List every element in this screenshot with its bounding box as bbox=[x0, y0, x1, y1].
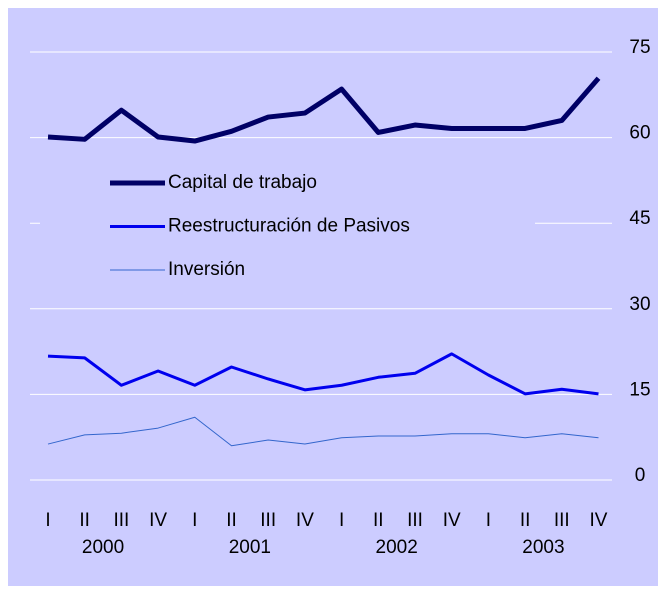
y-tick-label: 45 bbox=[629, 208, 650, 229]
legend-label: Reestructuración de Pasivos bbox=[168, 216, 410, 237]
x-tick-label: III bbox=[113, 510, 129, 531]
chart-background bbox=[8, 8, 658, 586]
y-tick-label: 30 bbox=[629, 294, 650, 315]
x-tick-label: I bbox=[339, 510, 344, 531]
y-tick-label: 0 bbox=[635, 465, 646, 486]
year-label: 2003 bbox=[522, 537, 564, 558]
series-line bbox=[47, 76, 601, 144]
legend-label: Capital de trabajo bbox=[168, 172, 317, 193]
series-line bbox=[47, 416, 599, 447]
y-tick-label: 15 bbox=[629, 379, 650, 400]
y-tick-label: 75 bbox=[629, 37, 650, 58]
series-line bbox=[47, 352, 599, 396]
x-tick-label: IV bbox=[296, 510, 314, 531]
x-tick-label: III bbox=[260, 510, 276, 531]
x-tick-label: III bbox=[554, 510, 570, 531]
y-tick-label: 60 bbox=[629, 123, 650, 144]
x-tick-label: II bbox=[226, 510, 237, 531]
x-tick-label: I bbox=[192, 510, 197, 531]
x-tick-label: IV bbox=[590, 510, 608, 531]
x-tick-label: IV bbox=[149, 510, 167, 531]
x-tick-label: II bbox=[79, 510, 90, 531]
legend-label: Inversión bbox=[168, 259, 245, 280]
year-label: 2002 bbox=[376, 537, 418, 558]
x-tick-label: III bbox=[407, 510, 423, 531]
x-tick-label: I bbox=[45, 510, 50, 531]
year-label: 2001 bbox=[229, 537, 271, 558]
x-tick-label: II bbox=[373, 510, 384, 531]
x-tick-label: I bbox=[486, 510, 491, 531]
x-tick-label: IV bbox=[443, 510, 461, 531]
year-label: 2000 bbox=[82, 537, 124, 558]
x-tick-label: II bbox=[520, 510, 531, 531]
